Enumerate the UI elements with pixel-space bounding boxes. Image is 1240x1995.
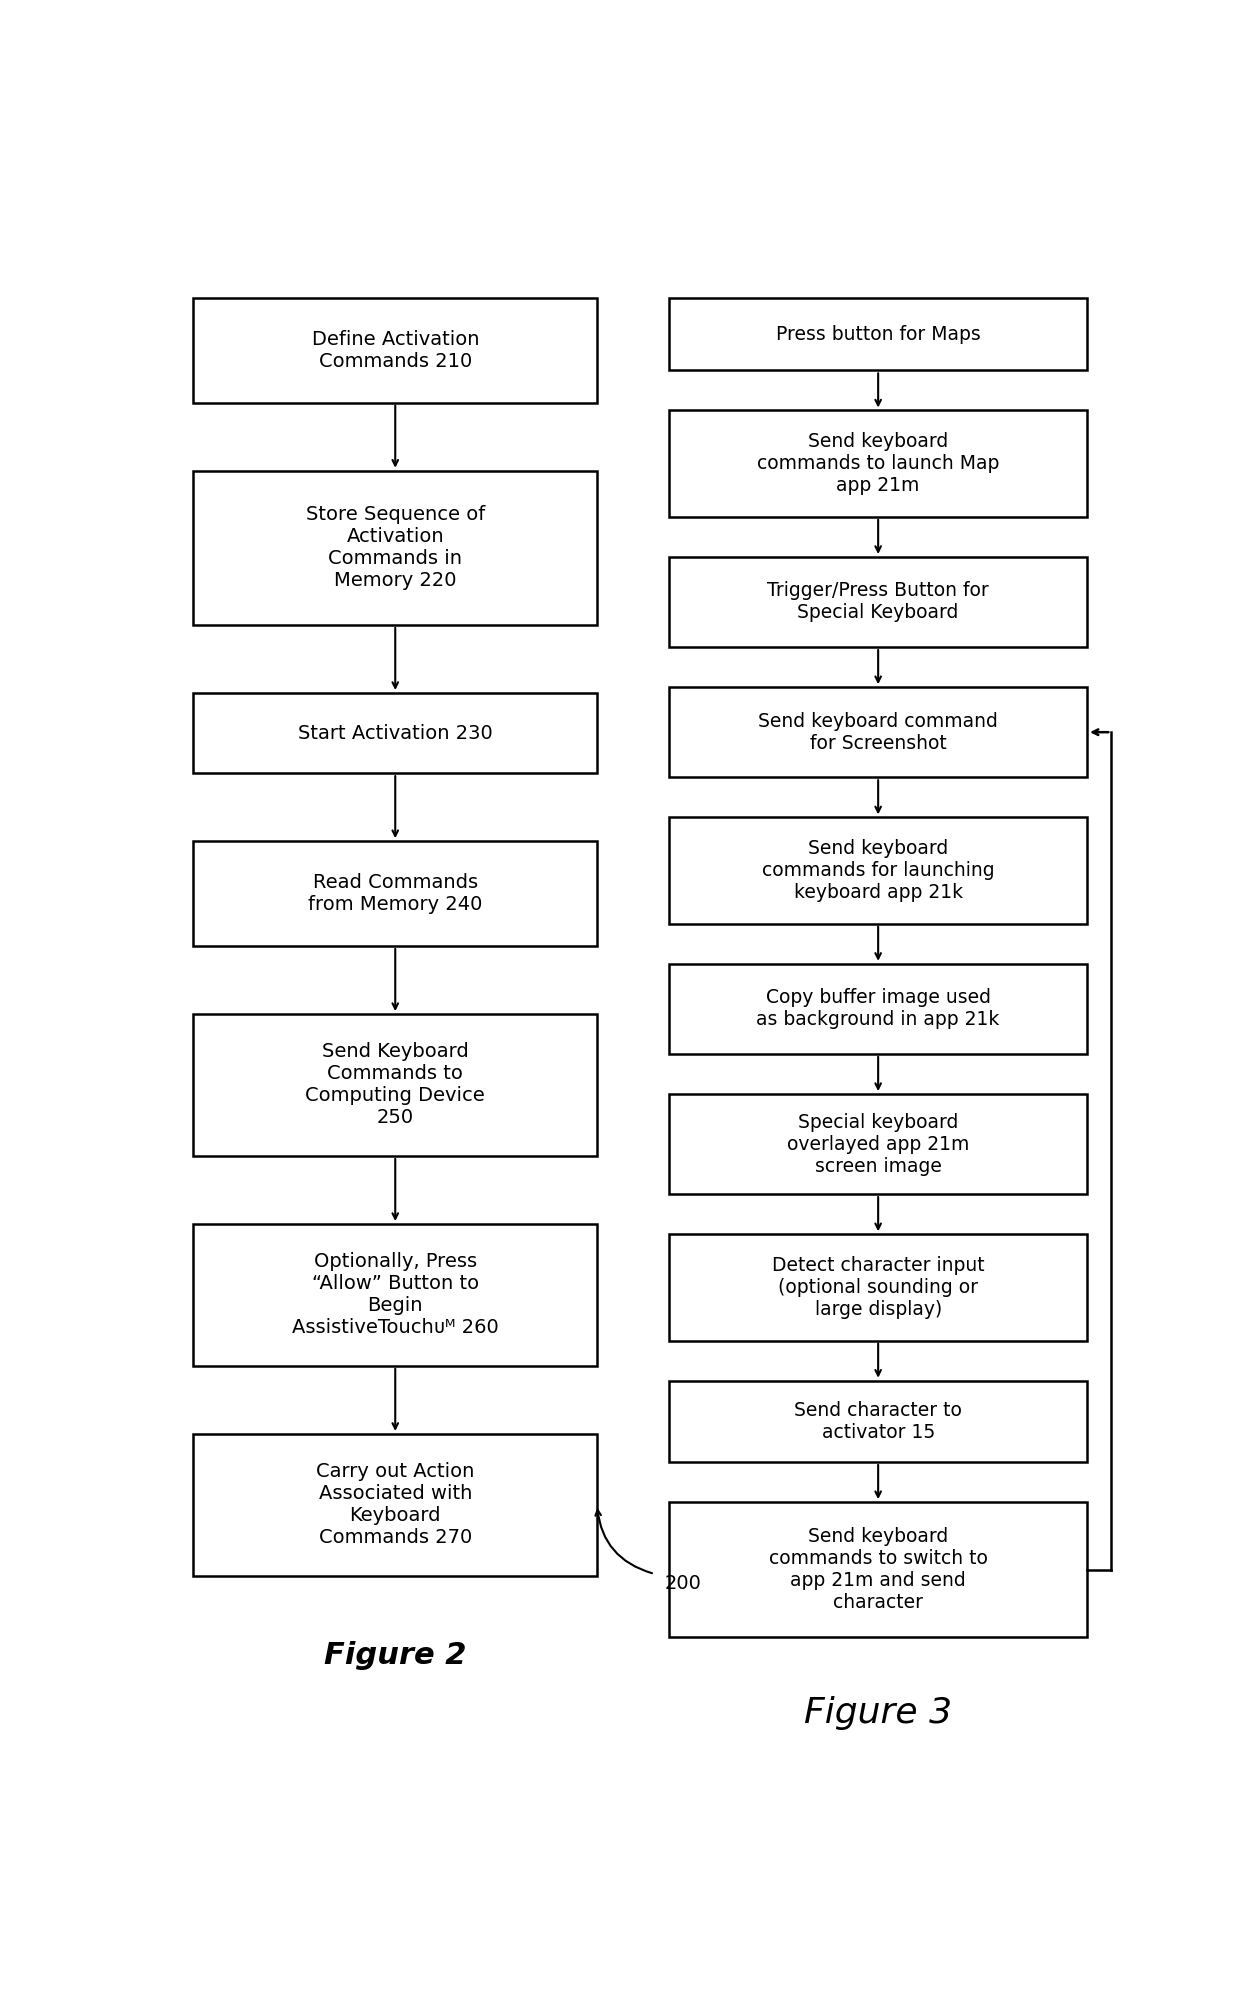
Bar <box>193 842 598 946</box>
Text: Send keyboard
commands for launching
keyboard app 21k: Send keyboard commands for launching key… <box>761 840 994 902</box>
Text: Send Keyboard
Commands to
Computing Device
250: Send Keyboard Commands to Computing Devi… <box>305 1043 485 1127</box>
Text: Figure 2: Figure 2 <box>324 1642 466 1670</box>
Bar <box>670 1381 1087 1462</box>
Text: Send character to
activator 15: Send character to activator 15 <box>794 1400 962 1442</box>
Bar <box>670 686 1087 778</box>
Bar <box>193 1223 598 1367</box>
Text: Special keyboard
overlayed app 21m
screen image: Special keyboard overlayed app 21m scree… <box>787 1113 970 1175</box>
Text: Read Commands
from Memory 240: Read Commands from Memory 240 <box>308 874 482 914</box>
Bar <box>670 1235 1087 1341</box>
Bar <box>670 1093 1087 1195</box>
Text: Trigger/Press Button for
Special Keyboard: Trigger/Press Button for Special Keyboar… <box>768 581 990 622</box>
Bar <box>193 1013 598 1155</box>
Text: Detect character input
(optional sounding or
large display): Detect character input (optional soundin… <box>771 1257 985 1319</box>
Text: 200: 200 <box>665 1574 701 1594</box>
Bar <box>193 692 598 774</box>
Text: Copy buffer image used
as background in app 21k: Copy buffer image used as background in … <box>756 988 999 1029</box>
Text: Define Activation
Commands 210: Define Activation Commands 210 <box>311 329 479 371</box>
Bar <box>670 1502 1087 1638</box>
Text: Send keyboard command
for Screenshot: Send keyboard command for Screenshot <box>758 712 998 752</box>
Text: Optionally, Press
“Allow” Button to
Begin
AssistiveTouchᴜᴹ 260: Optionally, Press “Allow” Button to Begi… <box>291 1253 498 1337</box>
Bar <box>670 818 1087 924</box>
Text: Send keyboard
commands to launch Map
app 21m: Send keyboard commands to launch Map app… <box>756 433 999 495</box>
Bar <box>193 1434 598 1576</box>
Bar <box>670 297 1087 371</box>
Bar <box>670 557 1087 646</box>
Bar <box>670 411 1087 517</box>
Text: Press button for Maps: Press button for Maps <box>776 325 981 343</box>
Text: Start Activation 230: Start Activation 230 <box>298 724 492 742</box>
Bar <box>193 471 598 624</box>
Text: Send keyboard
commands to switch to
app 21m and send
character: Send keyboard commands to switch to app … <box>769 1528 987 1612</box>
Text: Store Sequence of
Activation
Commands in
Memory 220: Store Sequence of Activation Commands in… <box>305 505 485 591</box>
Text: Carry out Action
Associated with
Keyboard
Commands 270: Carry out Action Associated with Keyboar… <box>316 1462 475 1548</box>
Bar <box>670 964 1087 1053</box>
Bar <box>193 297 598 403</box>
Text: Figure 3: Figure 3 <box>804 1696 952 1730</box>
